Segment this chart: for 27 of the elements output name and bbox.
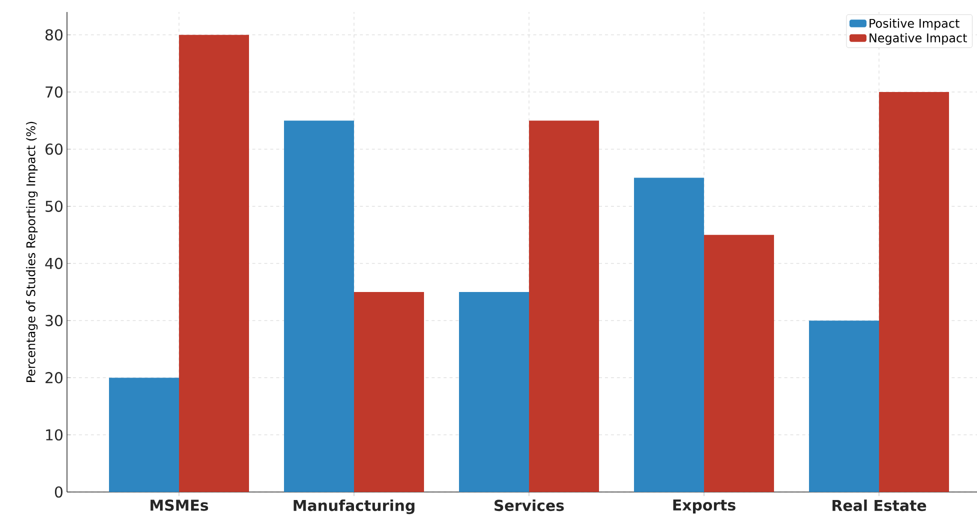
y-tick-label: 40 [45,258,62,270]
y-tick-label: 70 [46,86,62,98]
bar [634,178,704,492]
bar [529,120,600,492]
y-tick-label: 80 [45,29,62,41]
x-tick-label: Manufacturing [294,500,414,514]
bar [109,378,179,492]
bar [879,92,950,492]
y-tick-label: 60 [46,143,62,155]
y-tick-label: 0 [54,486,62,498]
y-tick-label: 30 [46,314,62,326]
bar [179,34,249,492]
y-tick-label: 50 [46,200,62,212]
y-axis-title: Percentage of Studies Reporting Impact (%) [26,122,38,382]
bar [284,120,354,492]
x-tick-label: MSMEs [150,500,208,511]
bar [354,292,424,492]
bar [459,292,530,492]
legend-label: Negative Impact [870,33,967,45]
bar [704,234,774,492]
x-tick-label: Real Estate [832,500,926,512]
x-tick-label: Exports [673,500,736,514]
y-tick-label: 10 [46,429,62,441]
y-tick-label: 20 [46,372,62,384]
x-tick-label: Services [494,500,564,512]
legend-label: Positive Impact [870,18,960,30]
bar [809,320,880,492]
